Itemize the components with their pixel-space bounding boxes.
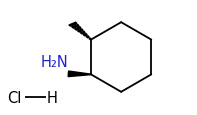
Polygon shape <box>68 71 91 77</box>
Text: H: H <box>47 90 58 105</box>
Polygon shape <box>86 37 89 38</box>
Polygon shape <box>83 34 87 37</box>
Polygon shape <box>72 25 79 29</box>
Text: Cl: Cl <box>8 90 22 105</box>
Polygon shape <box>89 39 91 40</box>
Polygon shape <box>77 30 83 33</box>
Text: H₂N: H₂N <box>40 54 68 69</box>
Polygon shape <box>75 27 81 31</box>
Polygon shape <box>69 23 77 27</box>
Polygon shape <box>80 32 85 35</box>
